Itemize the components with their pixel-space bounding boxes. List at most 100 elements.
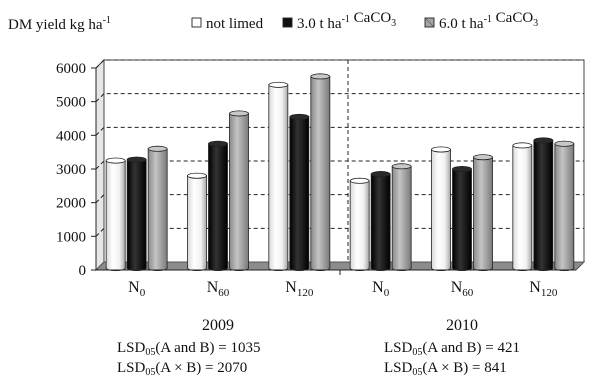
bar-top — [229, 110, 249, 117]
bar-top — [512, 142, 533, 149]
legend-text: 6.0 t ha — [439, 16, 484, 32]
bar — [391, 163, 412, 271]
gridline — [95, 194, 584, 204]
bar-top — [533, 137, 554, 144]
y-tick-label: 0 — [79, 263, 87, 279]
lsd-prefix: LSD — [384, 340, 413, 356]
bar-body — [126, 159, 147, 269]
axes — [91, 67, 576, 275]
legend-swatch-hatch — [424, 17, 435, 28]
bar-body — [147, 148, 168, 269]
bar-body — [208, 143, 228, 269]
x-category-label: N0 — [372, 279, 390, 299]
lsd-line: LSD05(A × B) = 2070 — [117, 358, 247, 383]
bar-base-fill — [127, 265, 146, 268]
legend-text: 3.0 t ha — [297, 16, 342, 32]
legend-sup: -1 — [484, 14, 492, 25]
gridline — [95, 227, 584, 237]
y-tick-label: 6000 — [56, 61, 86, 77]
bar-top — [289, 113, 310, 120]
x-category-base: N — [451, 279, 463, 296]
bar-body — [229, 113, 249, 269]
lsd-value: 2070 — [217, 360, 248, 376]
lsd-line: LSD05(A × B) = 841 — [384, 358, 507, 383]
lsd-prefix: LSD — [384, 360, 413, 376]
bar — [126, 156, 147, 271]
bar-base-fill — [290, 265, 309, 268]
y-axis-label-sup: -1 — [103, 15, 111, 26]
bar-base-fill — [432, 265, 450, 268]
legend-sup: -1 — [342, 14, 350, 25]
bar — [533, 137, 554, 271]
back-wall — [103, 59, 585, 263]
bar-body — [533, 139, 554, 269]
legend-text: CaCO — [350, 10, 391, 26]
bar-top — [105, 157, 126, 164]
bar-base-fill — [148, 265, 167, 268]
bar-body — [473, 156, 493, 269]
bar-body — [349, 180, 370, 269]
bar — [512, 142, 533, 271]
bar-body — [512, 145, 533, 269]
lsd-line: LSD05(A and B) = 421 — [384, 338, 520, 363]
legend-label: 3.0 t ha-1 CaCO3 — [297, 10, 396, 32]
year-label: 2010 — [446, 317, 478, 334]
bar — [431, 146, 451, 271]
bar-body — [187, 175, 207, 269]
bar-base-fill — [474, 265, 492, 268]
x-category-base: N — [372, 279, 384, 296]
lsd-label: (A and B) = — [422, 340, 498, 356]
bar-body — [370, 173, 391, 269]
bar — [268, 81, 289, 271]
legend-sub: 3 — [533, 18, 538, 29]
bar-top — [126, 156, 147, 163]
gridline — [95, 126, 584, 136]
bar-base-fill — [106, 265, 125, 268]
bar — [554, 140, 575, 271]
x-category-sub: 120 — [297, 287, 314, 299]
gridline — [95, 59, 584, 69]
bar-base-fill — [350, 265, 369, 268]
legend-text: CaCO — [492, 10, 533, 26]
lsd-prefix-sub: 05 — [412, 367, 423, 378]
bar-base-fill — [392, 265, 411, 268]
bar — [289, 113, 310, 271]
bar-base-fill — [188, 265, 206, 268]
bar-top — [473, 154, 493, 161]
x-category-base: N — [285, 279, 297, 296]
gridline — [95, 93, 584, 103]
lsd-line: LSD05(A and B) = 1035 — [117, 338, 260, 363]
x-category-label: N120 — [285, 279, 314, 299]
x-category-base: N — [207, 279, 219, 296]
legend-label: not limed — [206, 16, 264, 32]
legend-text: not limed — [206, 16, 264, 32]
bar-body — [289, 116, 310, 269]
y-tick-label: 3000 — [56, 162, 86, 178]
bar-top — [452, 165, 472, 172]
x-category-label: N0 — [128, 279, 146, 299]
bar-body — [105, 160, 126, 269]
lsd-prefix: LSD — [117, 360, 146, 376]
x-category-sub: 60 — [462, 287, 474, 299]
bar-base-fill — [371, 265, 390, 268]
bar-top — [391, 163, 412, 170]
x-category-label: N120 — [529, 279, 558, 299]
bar-body — [431, 149, 451, 269]
bar-top — [208, 140, 228, 147]
x-category-label: N60 — [207, 279, 230, 299]
x-category-sub: 0 — [140, 287, 146, 299]
x-category-label: N60 — [451, 279, 474, 299]
floor — [94, 261, 586, 271]
x-category-sub: 60 — [218, 287, 230, 299]
bar-top — [431, 146, 451, 153]
bar — [452, 165, 472, 271]
side-wall — [95, 58, 105, 272]
lsd-prefix-sub: 05 — [145, 347, 156, 358]
bar-top — [554, 140, 575, 147]
bar-top — [147, 145, 168, 152]
bars — [105, 73, 575, 271]
y-axis-label-text: DM yield kg ha — [8, 17, 103, 33]
bar — [229, 110, 249, 271]
